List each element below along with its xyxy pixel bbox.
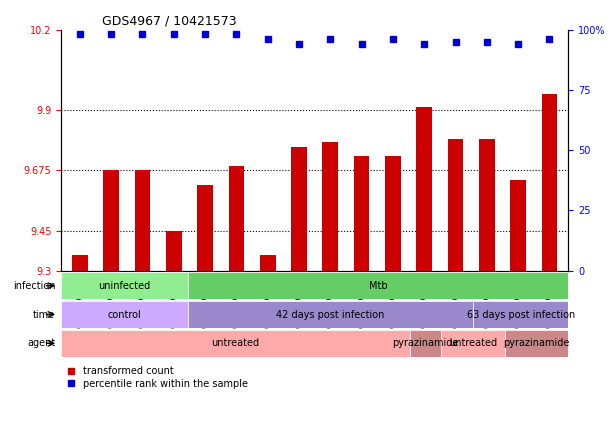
Text: 42 days post infection: 42 days post infection bbox=[276, 310, 385, 319]
Bar bbox=[541, 94, 557, 271]
Text: GDS4967 / 10421573: GDS4967 / 10421573 bbox=[101, 14, 236, 27]
Bar bbox=[479, 140, 495, 271]
Bar bbox=[385, 156, 401, 271]
FancyBboxPatch shape bbox=[188, 272, 568, 299]
Bar bbox=[103, 170, 119, 271]
Bar bbox=[417, 107, 432, 271]
Text: agent: agent bbox=[27, 338, 55, 348]
FancyBboxPatch shape bbox=[61, 301, 188, 328]
FancyBboxPatch shape bbox=[188, 301, 473, 328]
Bar bbox=[291, 148, 307, 271]
Bar bbox=[72, 255, 88, 271]
Text: pyrazinamide: pyrazinamide bbox=[392, 338, 459, 348]
FancyBboxPatch shape bbox=[61, 272, 188, 299]
Text: uninfected: uninfected bbox=[98, 281, 151, 291]
Bar bbox=[448, 140, 463, 271]
FancyBboxPatch shape bbox=[505, 330, 568, 357]
Bar bbox=[354, 156, 370, 271]
Text: untreated: untreated bbox=[449, 338, 497, 348]
Text: infection: infection bbox=[13, 281, 55, 291]
FancyBboxPatch shape bbox=[473, 301, 568, 328]
Bar bbox=[260, 255, 276, 271]
Bar bbox=[134, 170, 150, 271]
Text: time: time bbox=[33, 310, 55, 319]
Text: pyrazinamide: pyrazinamide bbox=[503, 338, 569, 348]
Text: 63 days post infection: 63 days post infection bbox=[467, 310, 575, 319]
Bar bbox=[510, 180, 526, 271]
Bar bbox=[229, 166, 244, 271]
Text: untreated: untreated bbox=[211, 338, 260, 348]
Text: control: control bbox=[108, 310, 141, 319]
FancyBboxPatch shape bbox=[410, 330, 441, 357]
Bar bbox=[197, 185, 213, 271]
FancyBboxPatch shape bbox=[441, 330, 505, 357]
Legend: transformed count, percentile rank within the sample: transformed count, percentile rank withi… bbox=[66, 366, 249, 389]
Bar bbox=[166, 231, 181, 271]
Text: Mtb: Mtb bbox=[369, 281, 387, 291]
Bar bbox=[323, 142, 338, 271]
FancyBboxPatch shape bbox=[61, 330, 410, 357]
